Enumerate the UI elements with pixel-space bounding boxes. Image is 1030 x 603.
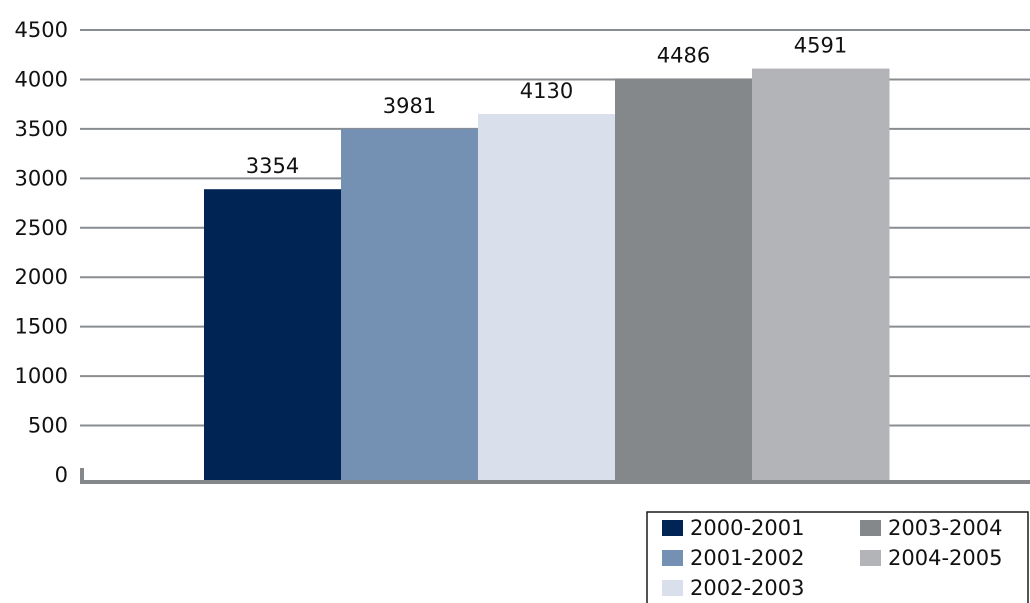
legend-label: 2001-2002 [690,546,804,570]
y-tick-label: 4000 [15,67,68,91]
bar-2000-2001 [204,189,342,482]
y-tick-label: 2500 [15,216,68,240]
bar-2002-2003 [478,114,616,483]
y-tick-label: 500 [28,414,68,438]
y-tick-label: 0 [55,463,68,487]
y-axis-ticks: 0 500 1000 1500 2000 2500 3000 3500 4000 4500 [15,18,68,487]
legend-label: 2000-2001 [690,516,804,540]
bar-2003-2004 [615,78,753,482]
legend-swatch [860,520,881,536]
legend-label: 2003-2004 [888,516,1002,540]
legend-swatch [860,550,881,566]
legend-label: 2002-2003 [690,576,804,600]
legend-label: 2004-2005 [888,546,1002,570]
y-tick-label: 2000 [15,265,68,289]
legend-swatch [662,580,683,596]
bars [204,68,890,483]
y-tick-label: 3500 [15,117,68,141]
data-label: 4486 [657,43,710,67]
y-tick-label: 1000 [15,364,68,388]
legend-swatch [662,520,683,536]
y-tick-label: 4500 [15,18,68,42]
data-label: 3354 [246,154,299,178]
x-axis [80,468,1030,484]
data-label: 4130 [520,79,573,103]
legend: 2000-2001 2003-2004 2001-2002 2004-2005 2002… [646,511,1029,603]
bar-2004-2005 [752,68,890,483]
bar-2001-2002 [341,128,479,482]
y-tick-label: 1500 [15,315,68,339]
data-label: 4591 [794,34,847,58]
legend-swatch [662,550,683,566]
data-label: 3981 [383,94,436,118]
legend-box [646,511,1029,603]
y-tick-label: 3000 [15,166,68,190]
data-labels: 3354 3981 4130 4486 4591 [246,34,847,179]
